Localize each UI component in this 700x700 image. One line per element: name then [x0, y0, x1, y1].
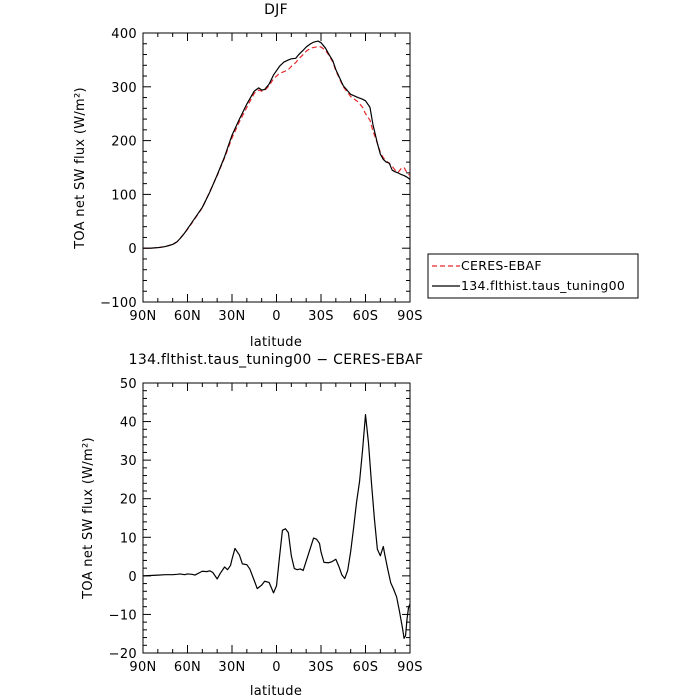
top-series-line-0	[143, 45, 410, 249]
bottom-y-tick-label: 30	[120, 454, 137, 469]
top-y-tick-label: 400	[111, 27, 137, 42]
top-x-tick-label: 0	[272, 309, 281, 324]
top-y-axis-label: TOA net SW flux (W/m²)	[73, 87, 88, 250]
top-x-tick-label: 30N	[218, 309, 245, 324]
legend-label-model: 134.flthist.taus_tuning00	[461, 278, 625, 293]
top-chart-title: DJF	[264, 2, 288, 18]
bottom-y-tick-label: 50	[120, 377, 137, 392]
bottom-x-tick-label: 90N	[129, 660, 156, 675]
bottom-y-tick-label: 10	[120, 531, 137, 546]
bottom-y-tick-label: −20	[109, 647, 137, 662]
bottom-x-tick-label: 60S	[353, 660, 379, 675]
legend-label-ceres: CERES-EBAF	[461, 258, 542, 273]
top-series-line-1	[143, 40, 410, 249]
top-axes: 90N 60N 30N 0 30S 60S 90S −100 0 100 200 300 400	[100, 27, 423, 324]
top-x-tick-label: 90S	[397, 309, 423, 324]
bottom-plot-frame	[142, 382, 411, 654]
top-x-tick-label: 60S	[353, 309, 379, 324]
legend: CERES-EBAF 134.flthist.taus_tuning00	[427, 253, 639, 299]
top-x-axis-label: latitude	[250, 335, 302, 350]
top-y-tick-label: 300	[111, 81, 137, 96]
bottom-x-axis-label: latitude	[250, 684, 302, 699]
bottom-axes: 90N 60N 30N 0 30S 60S 90S −20 −10 0 10 20 30 40 50	[109, 377, 423, 675]
top-series-group	[143, 40, 410, 249]
bottom-x-tick-label: 60N	[174, 660, 201, 675]
bottom-series-group	[143, 414, 410, 639]
top-y-tick-label: −100	[100, 296, 137, 311]
flux-comparison-panel: DJF TOA net SW flux (W/m²) latitude 90N 6…	[73, 2, 639, 350]
top-y-tick-label: 100	[111, 188, 137, 203]
bottom-x-tick-label: 90S	[397, 660, 423, 675]
bottom-x-tick-label: 30S	[308, 660, 334, 675]
flux-difference-panel: 134.flthist.taus_tuning00 − CERES-EBAF T…	[81, 352, 423, 699]
bottom-x-tick-label: 0	[272, 660, 281, 675]
top-x-tick-label: 90N	[129, 309, 156, 324]
top-x-tick-label: 60N	[174, 309, 201, 324]
bottom-chart-title: 134.flthist.taus_tuning00 − CERES-EBAF	[129, 352, 424, 368]
bottom-y-tick-label: 0	[128, 570, 137, 585]
bottom-y-tick-label: 40	[120, 416, 137, 431]
bottom-x-tick-label: 30N	[218, 660, 245, 675]
bottom-y-axis-label: TOA net SW flux (W/m²)	[81, 437, 96, 600]
bottom-series-line-0	[143, 414, 410, 639]
bottom-y-tick-label: 20	[120, 493, 137, 508]
bottom-y-tick-label: −10	[109, 608, 137, 623]
top-x-tick-label: 30S	[308, 309, 334, 324]
top-plot-frame	[142, 32, 411, 303]
top-y-tick-label: 200	[111, 135, 137, 150]
top-y-tick-label: 0	[128, 242, 137, 257]
legend-box	[427, 253, 639, 299]
